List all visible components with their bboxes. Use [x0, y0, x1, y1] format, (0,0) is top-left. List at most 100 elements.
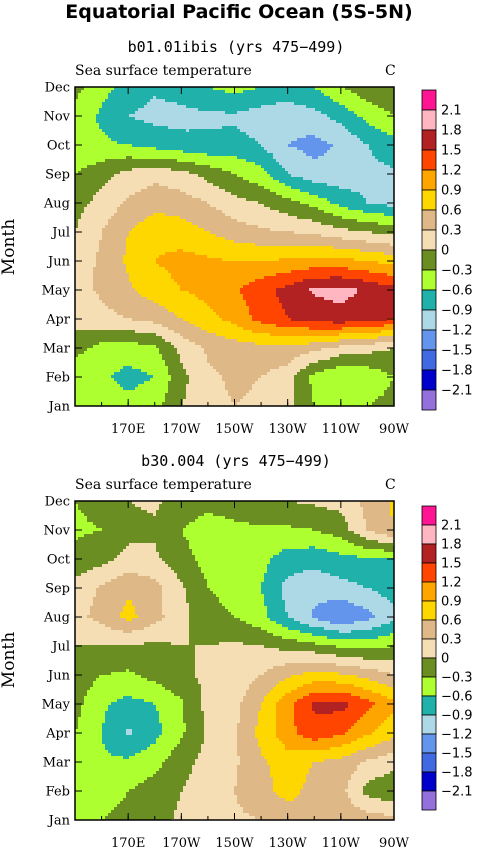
colorbar-swatch — [421, 524, 437, 545]
x-tick-label: 150W — [215, 836, 254, 851]
colorbar-swatch — [421, 349, 437, 371]
y-tick-label: Jul — [50, 226, 70, 241]
y-tick-label: Feb — [46, 371, 70, 386]
colorbar-label: 2.1 — [441, 519, 462, 534]
y-tick-label: Jan — [47, 814, 71, 829]
colorbar-label: −1.5 — [441, 344, 473, 359]
colorbar-label: 2.1 — [441, 104, 462, 119]
panel-1-ylabel: Month — [0, 219, 19, 275]
figure-title: Equatorial Pacific Ocean (5S-5N) — [65, 1, 412, 23]
colorbar-swatch — [421, 269, 437, 291]
colorbar-label: −0.6 — [441, 690, 473, 705]
y-tick-label: Jun — [46, 255, 71, 270]
colorbar-swatch — [421, 543, 437, 564]
colorbar-label: −1.8 — [441, 364, 473, 379]
y-tick-label: May — [42, 698, 71, 713]
colorbar-swatch — [421, 676, 437, 697]
colorbar-label: 0.6 — [441, 614, 462, 629]
colorbar-label: 1.5 — [441, 557, 462, 572]
y-tick-label: Jan — [47, 400, 71, 415]
y-tick-label: Sep — [45, 168, 70, 183]
colorbar-swatch — [421, 695, 437, 716]
colorbar-label: −2.1 — [441, 384, 473, 399]
x-tick-label: 110W — [322, 422, 361, 437]
colorbar-label: −0.3 — [441, 264, 473, 279]
panel-2-colorbar: 2.1 1.8 1.5 1.2 0.9 0.6 0.3 0 −0.3 −0.6 −0.9 −1.2 −1… — [421, 505, 473, 811]
y-tick-label: Apr — [45, 727, 71, 742]
colorbar-label: −1.2 — [441, 324, 473, 339]
x-tick-label: 170E — [111, 422, 145, 437]
colorbar-label: 0.3 — [441, 633, 462, 648]
colorbar-swatch — [421, 109, 437, 131]
colorbar-label: −2.1 — [441, 785, 473, 800]
colorbar-swatch — [421, 229, 437, 251]
colorbar-swatch — [421, 309, 437, 331]
panel-1-subtitle: b01.01ibis (yrs 475−499) — [128, 38, 345, 56]
y-tick-label: Jun — [46, 669, 71, 684]
colorbar-swatch — [421, 329, 437, 351]
colorbar-label: −0.3 — [441, 671, 473, 686]
y-tick-label: Nov — [43, 524, 70, 539]
panel-2: b30.004 (yrs 475−499) Sea surface temper… — [0, 452, 473, 851]
colorbar-label: 1.5 — [441, 144, 462, 159]
colorbar-swatch — [421, 189, 437, 211]
y-tick-label: Mar — [43, 342, 71, 357]
colorbar-label: −1.8 — [441, 766, 473, 781]
panel-1-variable: Sea surface temperature — [75, 63, 252, 79]
colorbar-label: 0.9 — [441, 184, 462, 199]
colorbar-swatch — [421, 600, 437, 621]
colorbar-label: −1.5 — [441, 747, 473, 762]
colorbar-swatch — [421, 89, 437, 111]
colorbar-label: 0.6 — [441, 204, 462, 219]
y-tick-label: Nov — [43, 110, 70, 125]
colorbar-swatch — [421, 771, 437, 792]
colorbar-swatch — [421, 149, 437, 171]
y-tick-label: Oct — [47, 553, 71, 568]
colorbar-label: −0.9 — [441, 304, 473, 319]
sst-field — [75, 87, 395, 407]
colorbar-swatch — [421, 657, 437, 678]
colorbar-swatch — [421, 505, 437, 526]
colorbar-swatch — [421, 129, 437, 151]
x-tick-label: 130W — [269, 836, 308, 851]
y-tick-label: Mar — [43, 756, 71, 771]
colorbar-swatch — [421, 289, 437, 311]
panel-1-plot: Jan Feb Mar Apr May Jun Jul Aug Sep Oct Nov Dec 170E… — [42, 81, 410, 438]
y-tick-label: Sep — [45, 582, 70, 597]
colorbar-label: 0.3 — [441, 224, 462, 239]
panel-2-variable: Sea surface temperature — [75, 477, 252, 493]
panel-2-ylabel: Month — [0, 632, 19, 688]
colorbar-label: 1.8 — [441, 124, 462, 139]
colorbar-swatch — [421, 581, 437, 602]
colorbar-label: −0.6 — [441, 284, 473, 299]
colorbar-label: −1.2 — [441, 728, 473, 743]
y-tick-label: Feb — [46, 785, 70, 800]
x-tick-label: 130W — [269, 422, 308, 437]
colorbar-swatch — [421, 790, 437, 811]
panel-1-units: C — [385, 63, 396, 79]
panel-1-colorbar: 2.1 1.8 1.5 1.2 0.9 0.6 0.3 0 −0.3 −0.6 −0.9 −1.2 −1… — [421, 89, 473, 411]
y-tick-label: Oct — [47, 139, 71, 154]
colorbar-swatch — [421, 638, 437, 659]
colorbar-swatch — [421, 369, 437, 391]
panel-2-plot: Jan Feb Mar Apr May Jun Jul Aug Sep Oct Nov Dec 170E… — [42, 495, 410, 851]
y-tick-label: Aug — [43, 611, 70, 626]
colorbar-swatch — [421, 752, 437, 773]
colorbar-label: 1.2 — [441, 576, 462, 591]
y-tick-label: Aug — [43, 197, 70, 212]
colorbar-swatch — [421, 389, 437, 411]
x-tick-label: 170E — [111, 836, 145, 851]
colorbar-swatch — [421, 733, 437, 754]
sst-field — [75, 501, 395, 821]
y-tick-label: May — [42, 284, 71, 299]
y-tick-label: Dec — [45, 81, 70, 96]
x-tick-label: 110W — [322, 836, 361, 851]
panel-2-units: C — [385, 477, 396, 493]
colorbar-swatch — [421, 714, 437, 735]
panel-1: b01.01ibis (yrs 475−499) Sea surface tem… — [0, 38, 473, 437]
colorbar-label: 0.9 — [441, 595, 462, 610]
x-tick-label: 90W — [379, 422, 410, 437]
colorbar-swatch — [421, 249, 437, 271]
colorbar-label: 0 — [441, 652, 449, 667]
